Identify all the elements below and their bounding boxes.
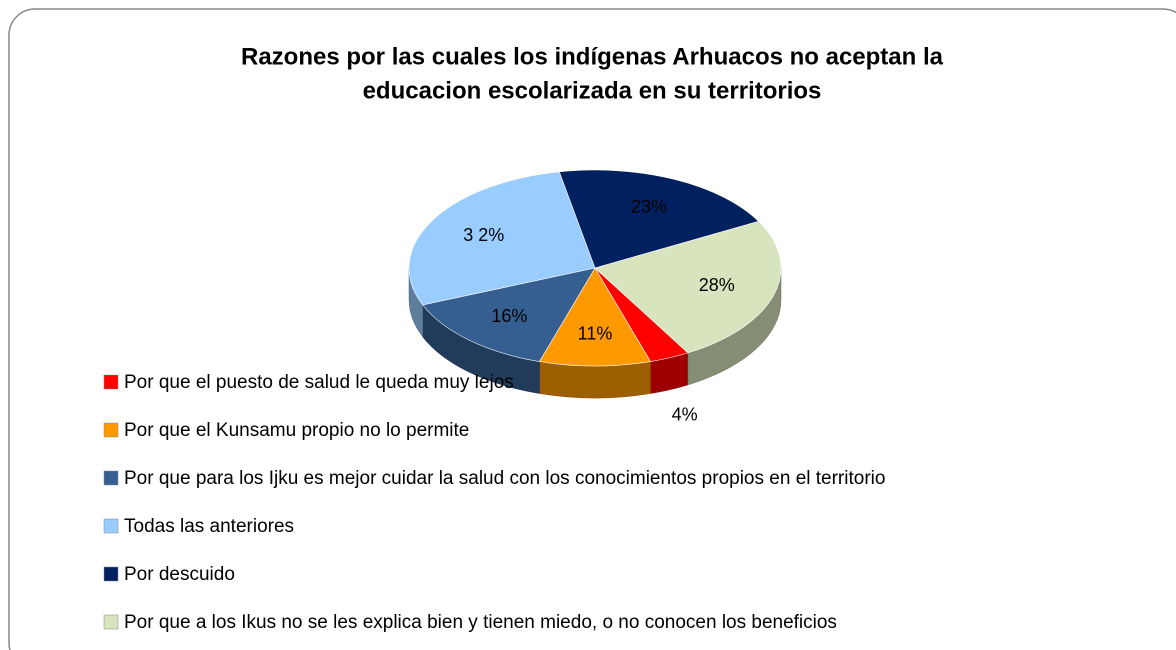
legend-swatch bbox=[103, 518, 119, 534]
chart-title: educacion escolarizada en su territorios bbox=[363, 77, 822, 104]
slice bbox=[408, 171, 596, 306]
legend-swatch bbox=[103, 374, 119, 390]
legend-label: Por que para los Ijku es mejor cuidar la… bbox=[124, 468, 885, 489]
slice bbox=[558, 169, 760, 269]
slice bbox=[538, 267, 652, 367]
legend-label: Por que el puesto de salud le queda muy … bbox=[124, 372, 514, 393]
data-label: 4% bbox=[672, 404, 698, 424]
chart-title: Razones por las cuales los indígenas Arh… bbox=[241, 43, 944, 70]
data-label: 23% bbox=[631, 196, 667, 216]
data-label: 28% bbox=[699, 275, 735, 295]
slice bbox=[422, 267, 596, 362]
legend-label: Por que el Kunsamu propio no lo permite bbox=[124, 420, 469, 441]
legend-swatch bbox=[103, 566, 119, 582]
legend-swatch bbox=[103, 422, 119, 438]
legend-label: Todas las anteriores bbox=[124, 516, 294, 537]
legend-label: Por que a los Ikus no se les explica bie… bbox=[124, 612, 837, 633]
data-label: 11% bbox=[578, 323, 613, 343]
data-label: 16% bbox=[491, 306, 527, 326]
legend-swatch bbox=[103, 614, 119, 630]
slice-side bbox=[539, 361, 651, 399]
legend-swatch bbox=[103, 470, 119, 486]
legend-label: Por descuido bbox=[124, 564, 235, 585]
slice bbox=[594, 221, 782, 354]
data-label: 3 2% bbox=[463, 225, 504, 245]
